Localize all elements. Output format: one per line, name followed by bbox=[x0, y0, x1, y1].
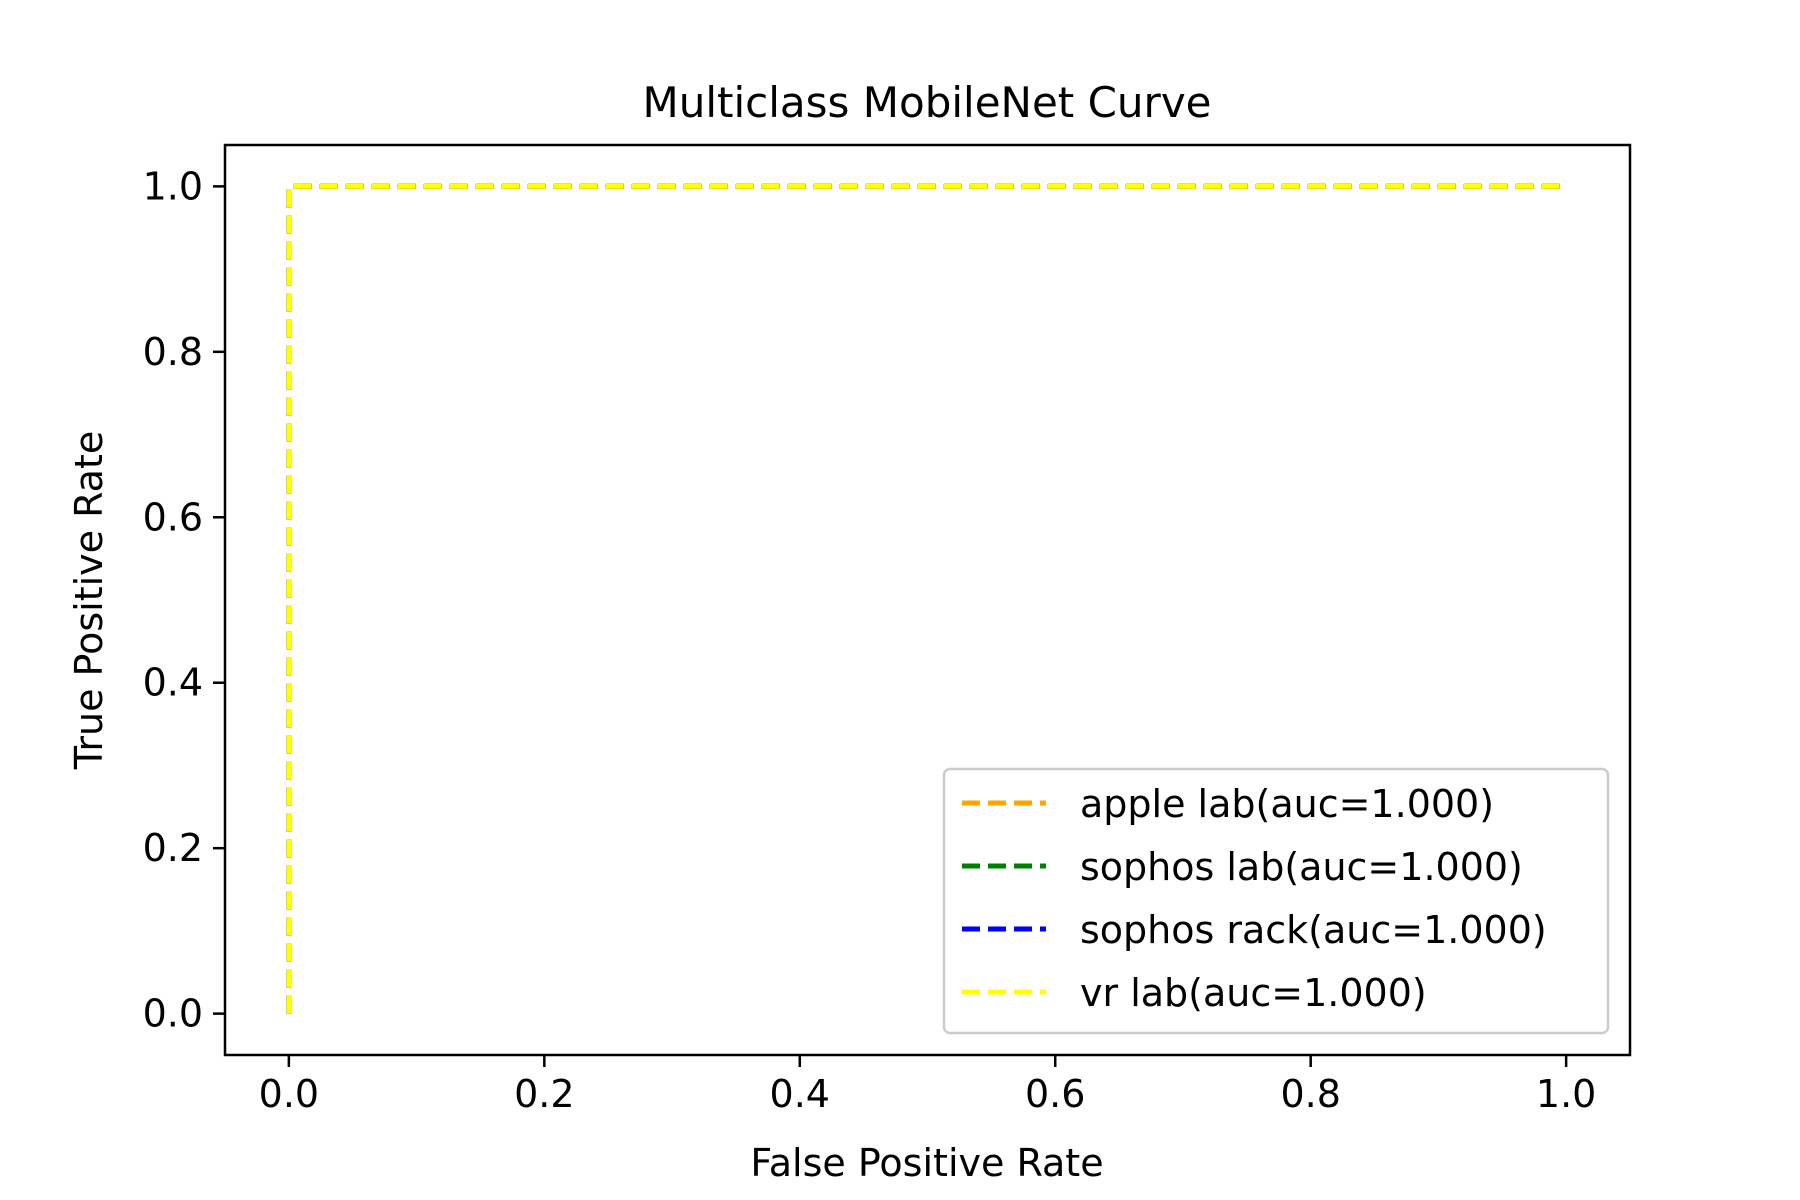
x-tick-label: 0.0 bbox=[259, 1072, 319, 1116]
y-tick-label: 0.4 bbox=[143, 661, 203, 705]
series-line-vr-lab bbox=[286, 183, 1567, 1014]
y-axis-label: True Positive Rate bbox=[67, 431, 111, 771]
plot-frame bbox=[223, 143, 1632, 1057]
x-axis-label: False Positive Rate bbox=[750, 1141, 1103, 1185]
x-tick-label: 0.4 bbox=[770, 1072, 830, 1116]
legend-label: apple lab(auc=1.000) bbox=[1080, 782, 1494, 826]
x-tick-label: 0.8 bbox=[1280, 1072, 1340, 1116]
y-tick-label: 0.0 bbox=[143, 992, 203, 1036]
legend: apple lab(auc=1.000) sophos lab(auc=1.000… bbox=[942, 767, 1610, 1035]
y-tick-label: 0.2 bbox=[143, 826, 203, 870]
y-tick-label: 0.8 bbox=[143, 330, 203, 374]
chart-title: Multiclass MobileNet Curve bbox=[642, 78, 1211, 127]
y-tick-label: 0.6 bbox=[143, 495, 203, 539]
x-tick-label: 0.6 bbox=[1025, 1072, 1085, 1116]
legend-label: sophos rack(auc=1.000) bbox=[1080, 908, 1547, 952]
y-tick-label: 1.0 bbox=[143, 164, 203, 208]
x-tick-label: 0.2 bbox=[514, 1072, 574, 1116]
x-axis: 0.0 0.2 0.4 0.6 0.8 1.0 bbox=[259, 1055, 1596, 1116]
legend-label: sophos lab(auc=1.000) bbox=[1080, 845, 1523, 889]
x-tick-label: 1.0 bbox=[1536, 1072, 1596, 1116]
legend-label: vr lab(auc=1.000) bbox=[1080, 971, 1427, 1015]
y-axis: 0.0 0.2 0.4 0.6 0.8 1.0 bbox=[143, 164, 225, 1036]
series-layer bbox=[286, 183, 1567, 1014]
legend-frame bbox=[942, 767, 1610, 1035]
